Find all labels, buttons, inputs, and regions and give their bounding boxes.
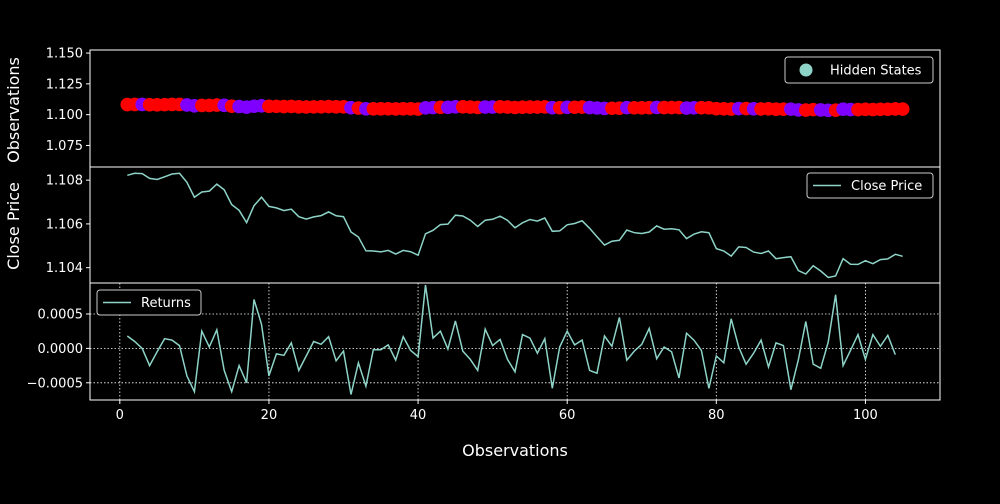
y-tick-label: 1.106 [46,217,83,232]
x-tick-label: 0 [116,408,124,423]
hidden-states-series [120,97,910,118]
y-label-observations: Observations [4,57,23,163]
x-label: Observations [462,441,568,460]
x-tick-label: 80 [708,408,725,423]
legend-label: Hidden States [830,64,922,79]
y-tick-label: −0.0005 [27,376,83,391]
returns-grid [90,283,940,400]
y-tick-label: 1.100 [46,108,83,123]
y-tick-label: 1.150 [46,47,83,62]
panel-returns-frame [89,282,941,401]
y-tick-label: 0.0000 [38,342,84,357]
legend-box [806,172,934,199]
x-axis-ticks: 0 20 40 60 80 100 [116,400,878,423]
y-axis-ticks: 1.075 1.100 1.125 1.150 1.104 1.106 1.108 −0.00… [27,47,90,391]
y-tick-label: 1.108 [46,174,83,189]
legend-box [96,289,202,316]
legend-returns: Returns [96,289,202,316]
y-tick-label: 1.104 [46,261,83,276]
y-tick-label: 1.125 [46,77,83,92]
state-point [895,102,910,116]
legend-label: Returns [141,296,191,311]
x-tick-label: 100 [853,408,878,423]
x-tick-label: 60 [559,408,576,423]
close-price-line [127,172,903,279]
x-tick-label: 40 [410,408,427,423]
legend-label: Close Price [851,179,922,194]
y-tick-label: 0.0005 [38,307,84,322]
legend-hidden-states: Hidden States [784,56,934,84]
y-label-close-price: Close Price [4,182,23,270]
legend-marker-dot [799,63,813,77]
legend-close-price: Close Price [806,172,934,199]
returns-line [126,284,896,395]
y-tick-label: 1.075 [46,139,83,154]
legend-box [784,56,934,84]
x-tick-label: 20 [261,408,278,423]
